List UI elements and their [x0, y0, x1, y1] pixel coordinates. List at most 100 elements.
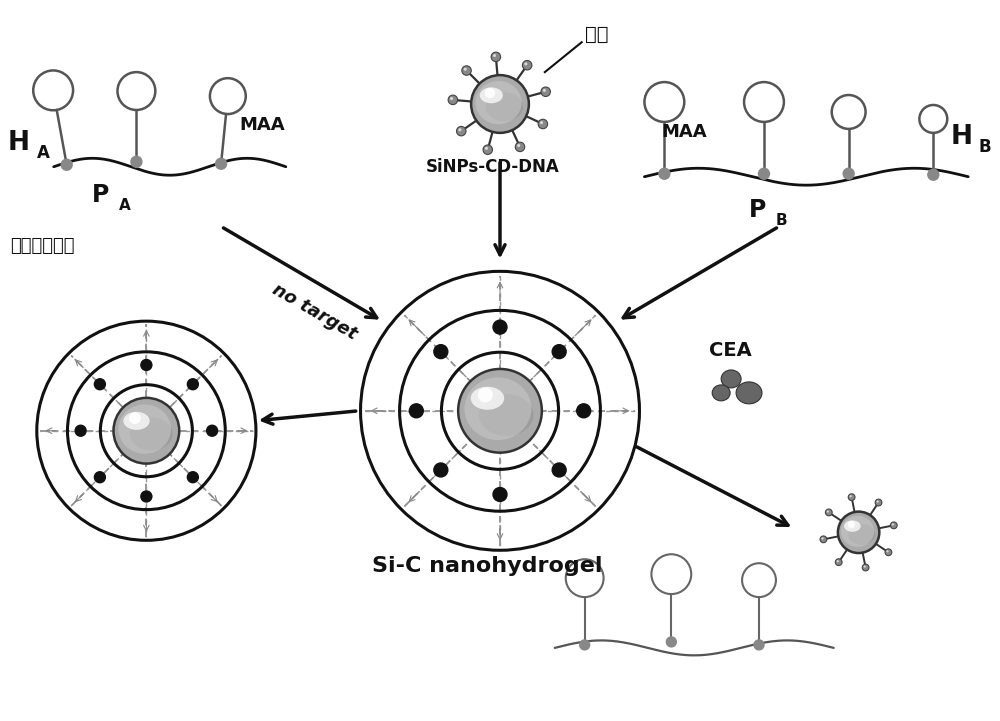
Text: P: P	[749, 198, 766, 221]
Circle shape	[848, 494, 855, 500]
Circle shape	[458, 128, 461, 131]
Circle shape	[552, 463, 566, 477]
Circle shape	[434, 345, 448, 358]
Ellipse shape	[480, 87, 503, 103]
Ellipse shape	[118, 404, 171, 454]
Circle shape	[864, 565, 866, 567]
Circle shape	[485, 88, 495, 98]
Circle shape	[821, 537, 824, 539]
Circle shape	[827, 510, 829, 513]
Circle shape	[890, 522, 897, 528]
Ellipse shape	[712, 385, 730, 401]
Circle shape	[659, 168, 670, 180]
Text: 亚甲基蓝分子: 亚甲基蓝分子	[10, 237, 74, 255]
Circle shape	[666, 637, 676, 647]
Text: CEA: CEA	[709, 341, 752, 360]
Circle shape	[457, 126, 466, 136]
Ellipse shape	[844, 521, 861, 532]
Circle shape	[464, 68, 467, 71]
Ellipse shape	[721, 370, 741, 388]
Ellipse shape	[475, 81, 522, 124]
Circle shape	[843, 168, 854, 180]
Circle shape	[541, 87, 550, 97]
Circle shape	[94, 379, 105, 390]
Text: H: H	[950, 124, 972, 150]
Circle shape	[892, 523, 894, 526]
Text: B: B	[978, 138, 991, 156]
Circle shape	[848, 521, 855, 528]
Circle shape	[131, 156, 142, 167]
Circle shape	[835, 559, 842, 565]
Circle shape	[129, 412, 141, 424]
Circle shape	[837, 560, 839, 562]
Circle shape	[75, 425, 86, 436]
Circle shape	[409, 404, 423, 417]
Text: SiNPs-CD-DNA: SiNPs-CD-DNA	[425, 158, 559, 176]
Circle shape	[552, 345, 566, 358]
Circle shape	[493, 54, 496, 57]
Circle shape	[543, 89, 546, 92]
Ellipse shape	[471, 386, 504, 410]
Circle shape	[820, 536, 827, 543]
Text: MAA: MAA	[661, 123, 707, 141]
Circle shape	[141, 360, 152, 371]
Text: Si-C nanohydrogel: Si-C nanohydrogel	[372, 556, 603, 576]
Circle shape	[825, 509, 832, 516]
Ellipse shape	[736, 382, 762, 404]
Circle shape	[577, 404, 591, 417]
Circle shape	[838, 512, 879, 553]
Circle shape	[540, 121, 543, 124]
Ellipse shape	[841, 516, 874, 547]
Circle shape	[886, 550, 889, 552]
Circle shape	[434, 463, 448, 477]
Text: 碳点: 碳点	[585, 25, 608, 44]
Text: MAA: MAA	[239, 116, 285, 134]
Circle shape	[493, 320, 507, 334]
Text: A: A	[118, 198, 130, 213]
Ellipse shape	[123, 412, 150, 430]
Text: P: P	[92, 182, 109, 207]
Circle shape	[37, 321, 256, 540]
Circle shape	[187, 472, 198, 482]
Circle shape	[462, 66, 471, 75]
Circle shape	[862, 564, 869, 571]
Circle shape	[885, 549, 892, 556]
Circle shape	[361, 271, 639, 550]
Circle shape	[187, 379, 198, 390]
Text: A: A	[37, 143, 50, 162]
Circle shape	[850, 495, 852, 497]
Ellipse shape	[130, 417, 173, 451]
Circle shape	[61, 159, 72, 170]
Circle shape	[478, 387, 493, 402]
Circle shape	[517, 144, 520, 147]
Circle shape	[522, 61, 532, 70]
Ellipse shape	[464, 377, 531, 440]
Circle shape	[491, 52, 501, 61]
Circle shape	[759, 168, 769, 180]
Circle shape	[94, 472, 105, 482]
Circle shape	[515, 142, 525, 151]
Text: H: H	[8, 130, 30, 156]
Circle shape	[928, 169, 939, 180]
Circle shape	[524, 63, 527, 66]
Ellipse shape	[848, 524, 875, 545]
Circle shape	[483, 145, 492, 154]
Circle shape	[877, 500, 879, 503]
Circle shape	[754, 640, 764, 650]
Text: B: B	[776, 213, 788, 228]
Circle shape	[485, 147, 488, 150]
Circle shape	[458, 369, 542, 453]
Circle shape	[448, 95, 458, 105]
Circle shape	[207, 425, 218, 436]
Ellipse shape	[486, 92, 523, 121]
Circle shape	[113, 398, 179, 464]
Text: no target: no target	[269, 280, 360, 343]
Circle shape	[450, 97, 453, 100]
Circle shape	[538, 119, 548, 129]
Circle shape	[141, 491, 152, 502]
Circle shape	[580, 640, 590, 650]
Ellipse shape	[479, 394, 533, 436]
Circle shape	[875, 499, 882, 506]
Circle shape	[493, 487, 507, 501]
Circle shape	[471, 75, 529, 133]
